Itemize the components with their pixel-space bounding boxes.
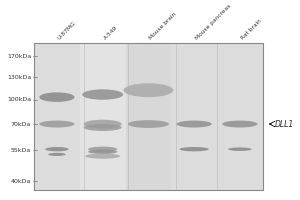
Ellipse shape <box>124 83 173 97</box>
Ellipse shape <box>39 92 74 102</box>
Bar <box>34 43 80 190</box>
Text: Rat brain: Rat brain <box>240 18 262 41</box>
Ellipse shape <box>45 147 69 151</box>
Ellipse shape <box>88 150 117 154</box>
Ellipse shape <box>222 121 257 128</box>
Bar <box>171 43 217 190</box>
Ellipse shape <box>128 120 169 128</box>
Ellipse shape <box>82 89 123 100</box>
Text: 100kDa: 100kDa <box>7 97 31 102</box>
Text: 130kDa: 130kDa <box>7 75 31 80</box>
Text: 40kDa: 40kDa <box>11 179 31 184</box>
Text: A-549: A-549 <box>103 25 118 41</box>
Ellipse shape <box>39 121 74 128</box>
Ellipse shape <box>177 121 212 128</box>
Text: 170kDa: 170kDa <box>7 54 31 59</box>
Bar <box>34 43 263 190</box>
Text: 70kDa: 70kDa <box>11 122 31 127</box>
Ellipse shape <box>84 124 122 131</box>
Text: DLL1: DLL1 <box>274 120 294 129</box>
Text: Mouse brain: Mouse brain <box>148 12 178 41</box>
Text: Mouse pancreas: Mouse pancreas <box>194 3 232 41</box>
Ellipse shape <box>85 154 120 159</box>
Ellipse shape <box>179 147 209 151</box>
Text: 55kDa: 55kDa <box>11 148 31 153</box>
Text: U-87MG: U-87MG <box>57 21 77 41</box>
Ellipse shape <box>88 147 117 152</box>
Bar <box>125 43 171 190</box>
Ellipse shape <box>48 153 66 156</box>
Ellipse shape <box>228 147 252 151</box>
Bar <box>34 43 263 190</box>
Ellipse shape <box>84 120 122 128</box>
Bar <box>217 43 263 190</box>
Bar <box>80 43 125 190</box>
